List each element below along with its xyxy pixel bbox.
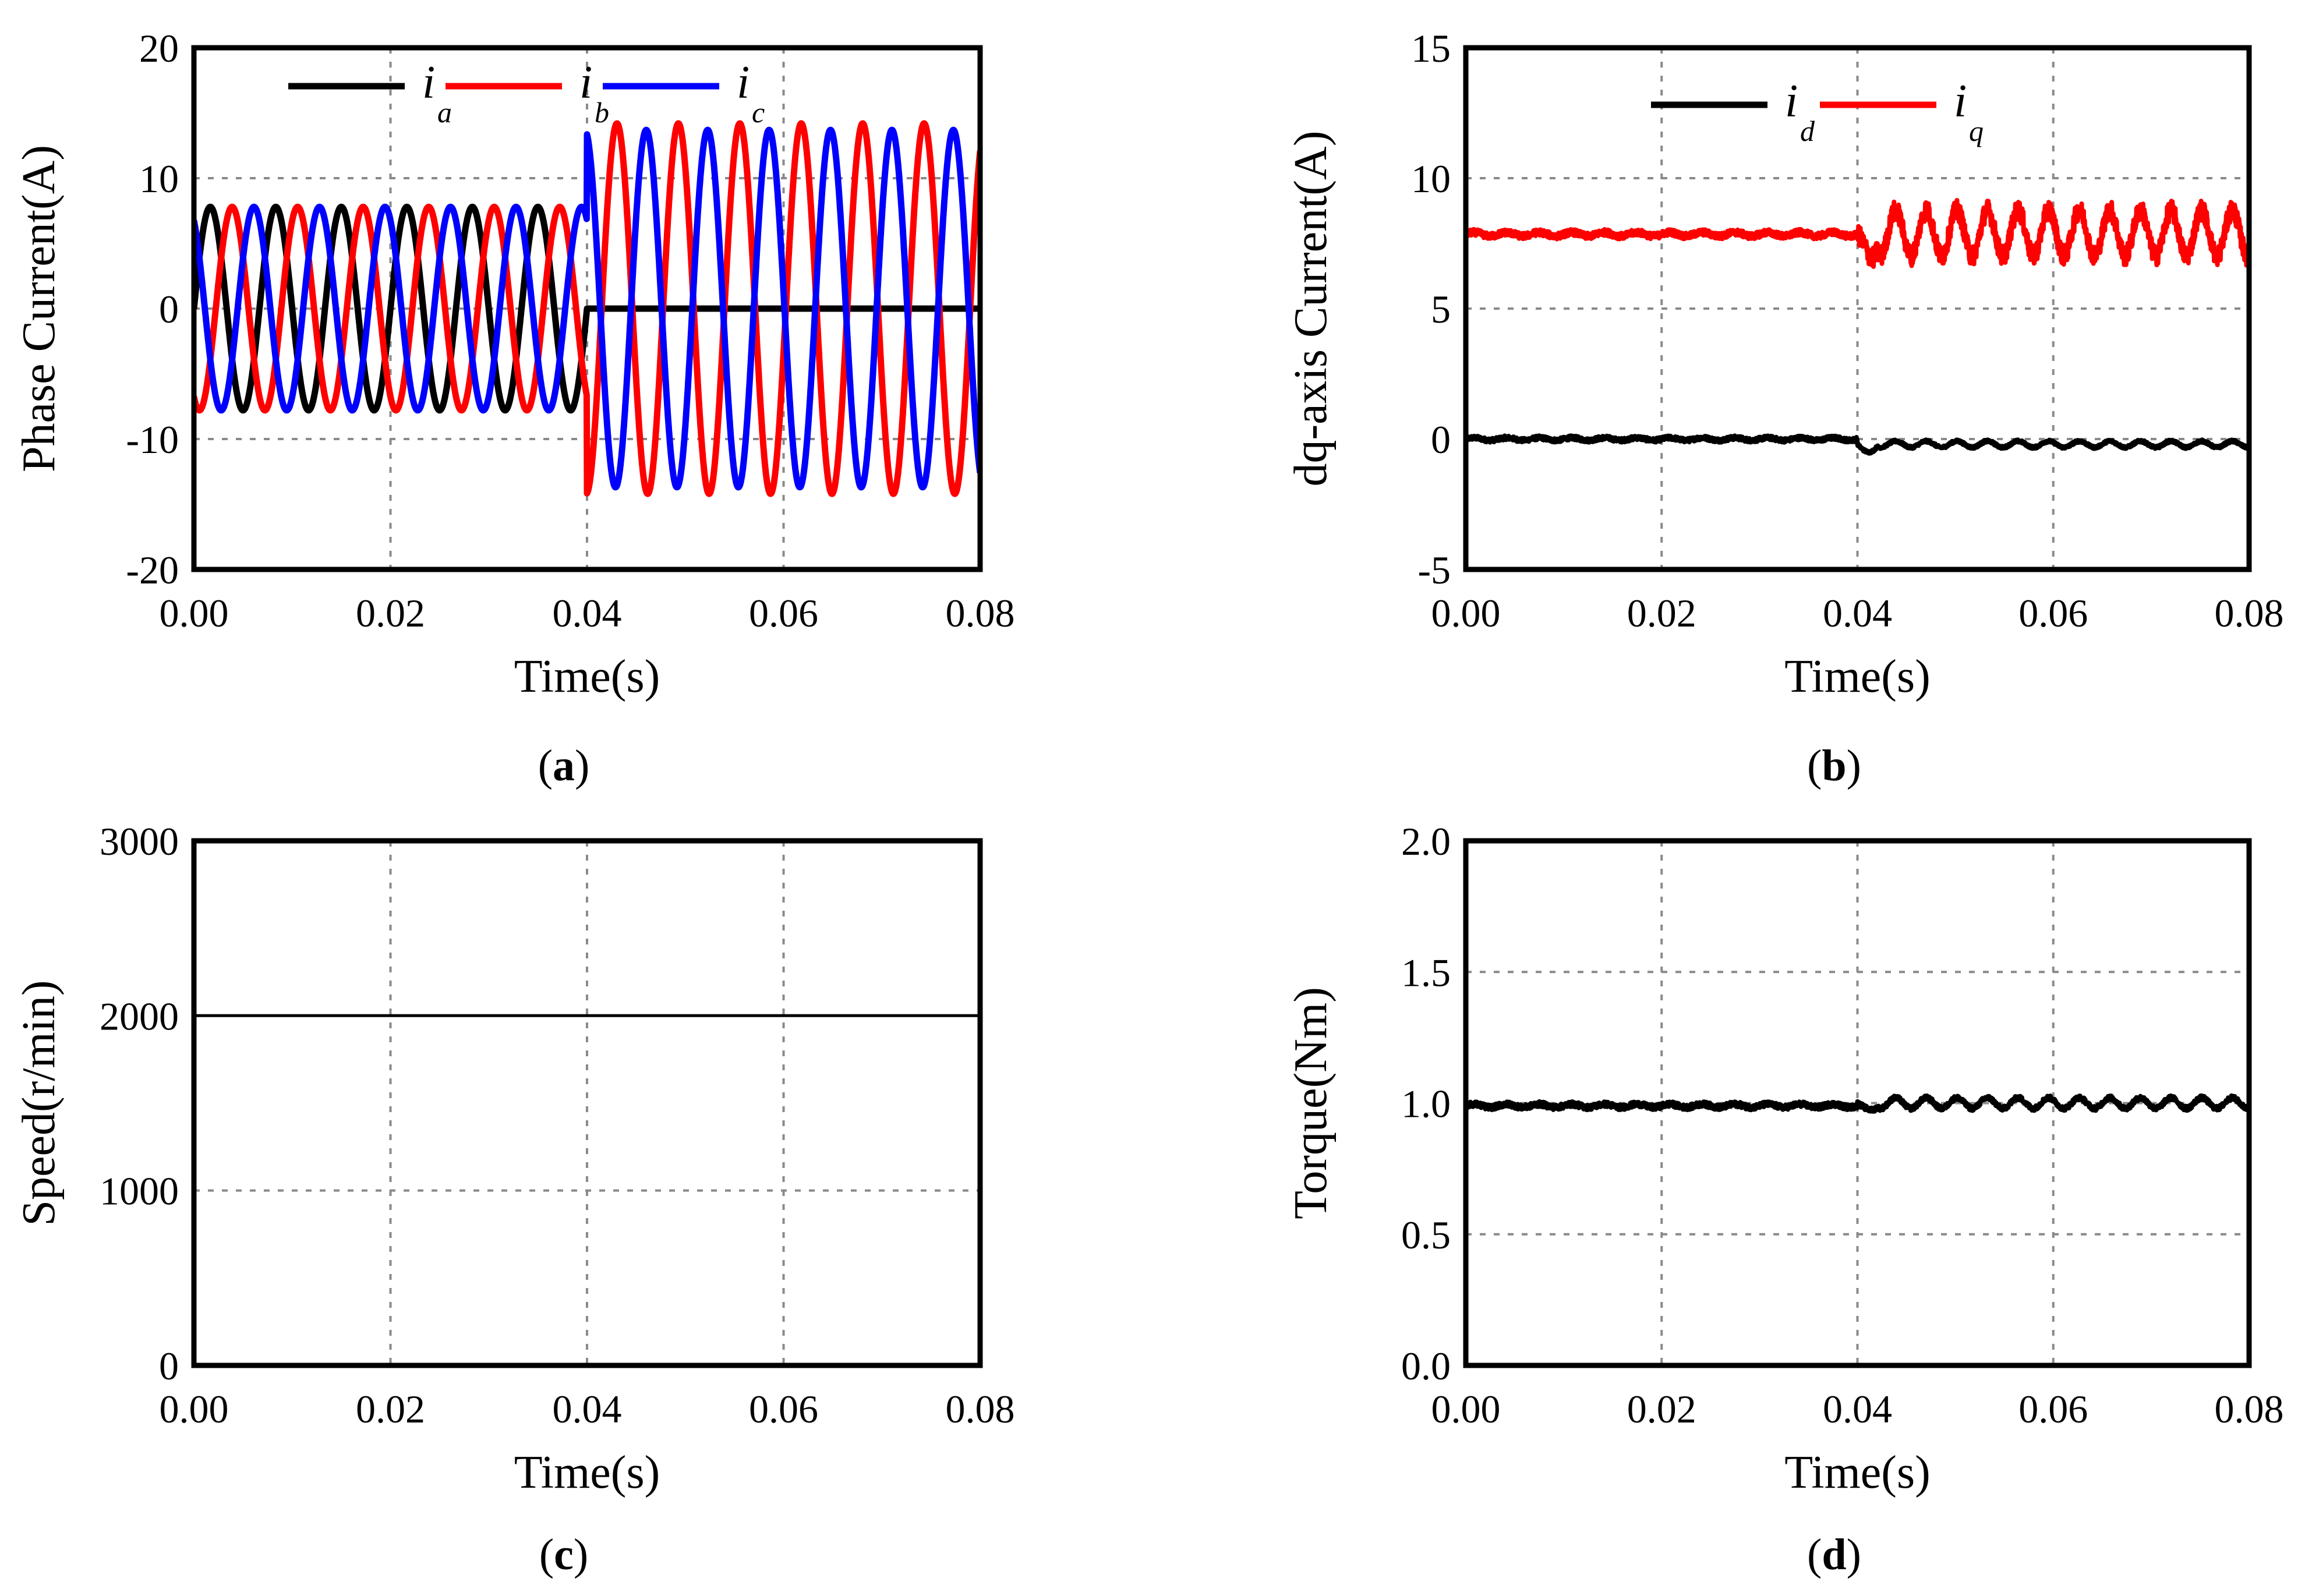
y-tick-label: 1.5 <box>1401 950 1451 995</box>
panel-caption: (b) <box>1807 741 1861 790</box>
x-tick-label: 0.02 <box>1627 1387 1696 1431</box>
y-tick-label: 0 <box>1431 417 1451 462</box>
legend-subscript: c <box>752 96 765 129</box>
x-tick-label: 0.00 <box>1431 591 1501 635</box>
chart-d: 0.00 0.02 0.04 0.06 0.08 0.0 0.5 1.0 1.5 2.0 Time(… <box>1285 819 2284 1579</box>
y-tick-label: -20 <box>126 548 179 592</box>
y-tick-label: 2000 <box>100 994 179 1038</box>
x-axis-label: Time(s) <box>1784 1447 1930 1498</box>
legend-entry-a: ia <box>288 57 452 129</box>
x-axis-label: Time(s) <box>514 651 660 702</box>
y-tick-label: 0 <box>159 287 179 331</box>
legend-label: i <box>422 57 435 108</box>
x-tick-label: 0.00 <box>1431 1387 1501 1431</box>
x-tick-label: 0.06 <box>749 1387 818 1431</box>
x-tick-label: 0.08 <box>946 1387 1015 1431</box>
series-line-d <box>1466 433 2249 456</box>
y-tick-label: 15 <box>1411 26 1451 70</box>
y-axis-label: Torque(Nm) <box>1285 987 1337 1219</box>
x-tick-label: 0.00 <box>160 591 229 635</box>
x-axis-label: Time(s) <box>514 1447 660 1498</box>
y-tick-label: 10 <box>1411 157 1451 201</box>
chart-c: 0.00 0.02 0.04 0.06 0.08 0 1000 2000 3000 Time(s)… <box>13 819 1015 1579</box>
series-line-b <box>194 120 980 497</box>
y-axis-label: dq-axis Current(A) <box>1285 131 1337 487</box>
legend-label: i <box>579 57 592 108</box>
plot-frame <box>191 838 983 1368</box>
x-axis-label: Time(s) <box>1784 651 1930 702</box>
x-tick-label: 0.00 <box>160 1387 229 1431</box>
x-tick-label: 0.08 <box>2215 591 2284 635</box>
plot-frame <box>1463 45 2252 572</box>
y-tick-label: -10 <box>126 417 179 462</box>
y-tick-label: 0 <box>159 1344 179 1388</box>
chart-b: 0.00 0.02 0.04 0.06 0.08 -5 0 5 10 15 Time(s) dq-ax… <box>1285 26 2284 790</box>
y-tick-label: 2.0 <box>1401 819 1451 864</box>
legend-entry-c: ic <box>603 57 765 129</box>
x-tick-label: 0.04 <box>553 1387 622 1431</box>
x-tick-label: 0.02 <box>356 591 425 635</box>
series-line-c <box>194 126 980 491</box>
legend-subscript: b <box>595 96 609 129</box>
legend-label: i <box>1785 76 1798 127</box>
chart-a: 0.00 0.02 0.04 0.06 0.08 -20 -10 0 10 20 Time(s) Ph… <box>13 26 1015 790</box>
x-tick-label: 0.08 <box>946 591 1015 635</box>
panel-caption: (d) <box>1807 1530 1861 1579</box>
legend-subscript: q <box>1969 115 1984 147</box>
legend-label: i <box>737 57 750 108</box>
x-tick-label: 0.08 <box>2215 1387 2284 1431</box>
legend-subscript: d <box>1800 115 1815 147</box>
legend-entry-b: ib <box>446 57 609 129</box>
y-axis-label: Speed(r/min) <box>13 980 65 1226</box>
panel-caption: (a) <box>538 741 590 790</box>
plot-frame <box>191 45 983 572</box>
x-tick-label: 0.04 <box>553 591 622 635</box>
panel-caption: (c) <box>539 1530 588 1579</box>
y-tick-label: 10 <box>139 157 179 201</box>
legend-label: i <box>1954 76 1967 127</box>
series-line-torque <box>1466 1093 2249 1114</box>
y-tick-label: 0.0 <box>1401 1344 1451 1388</box>
x-tick-label: 0.04 <box>1823 1387 1892 1431</box>
x-tick-label: 0.04 <box>1823 591 1892 635</box>
y-tick-label: -5 <box>1417 548 1451 592</box>
x-tick-label: 0.06 <box>2018 1387 2088 1431</box>
y-axis-label: Phase Current(A) <box>13 145 65 472</box>
legend-entry-q: iq <box>1820 76 1984 147</box>
x-tick-label: 0.06 <box>2018 591 2088 635</box>
series-line-q <box>1466 198 2249 269</box>
x-tick-label: 0.02 <box>356 1387 425 1431</box>
legend-entry-d: id <box>1651 76 1815 147</box>
y-tick-label: 0.5 <box>1401 1213 1451 1257</box>
y-tick-label: 1.0 <box>1401 1082 1451 1126</box>
legend-subscript: a <box>437 96 452 129</box>
y-tick-label: 3000 <box>100 819 179 864</box>
y-tick-label: 1000 <box>100 1169 179 1213</box>
x-tick-label: 0.06 <box>749 591 818 635</box>
plot-frame <box>1463 838 2252 1368</box>
x-tick-label: 0.02 <box>1627 591 1696 635</box>
y-tick-label: 20 <box>139 26 179 70</box>
y-tick-label: 5 <box>1431 287 1451 331</box>
